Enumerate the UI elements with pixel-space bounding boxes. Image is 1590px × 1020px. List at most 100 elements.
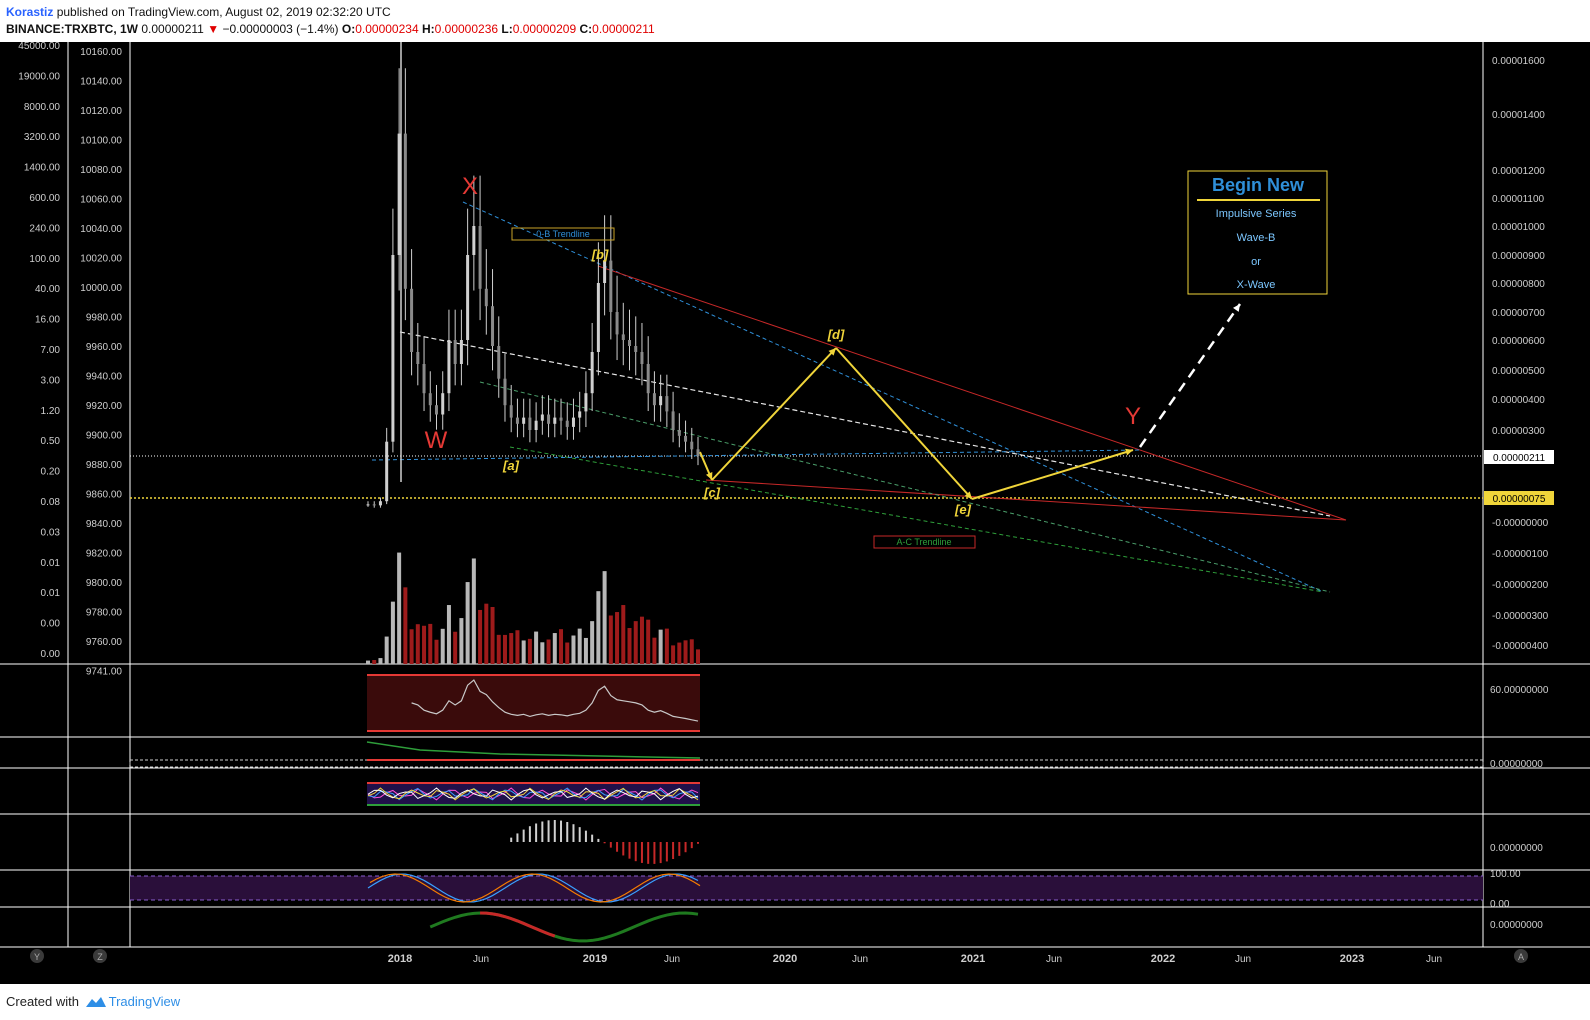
right-axis-tick-16: -0.00000200 bbox=[1492, 580, 1549, 591]
volume-bar-39 bbox=[608, 615, 613, 664]
candle-body-33 bbox=[571, 417, 575, 427]
subwave-a-label: [a] bbox=[502, 458, 520, 473]
multi-line-2 bbox=[367, 787, 699, 801]
multi-band bbox=[367, 782, 700, 806]
candle-body-29 bbox=[547, 414, 551, 424]
candle-body-35 bbox=[584, 393, 588, 412]
stoch-lower-label: 0.00 bbox=[1490, 899, 1510, 910]
published-text: published on TradingView.com, August 02,… bbox=[56, 5, 391, 19]
wave-arrowhead-2 bbox=[964, 491, 972, 499]
subwave-d-label: [d] bbox=[827, 327, 845, 342]
candle-body-15 bbox=[459, 340, 463, 364]
wave-osc-green bbox=[429, 911, 699, 943]
right-axis-tick-7: 0.00000700 bbox=[1492, 308, 1545, 319]
lower-zero-label: 0.00000000 bbox=[1490, 920, 1543, 931]
candle-body-46 bbox=[652, 393, 656, 406]
multi-line-3 bbox=[367, 787, 699, 801]
panel-separators bbox=[0, 42, 1590, 948]
volume-bar-48 bbox=[664, 628, 669, 664]
left-axis-tick-19: 9780.00 bbox=[86, 608, 123, 619]
candle-body-51 bbox=[684, 435, 688, 442]
volume-bar-15 bbox=[459, 618, 464, 664]
candle-body-20 bbox=[491, 306, 495, 346]
volume-bar-10 bbox=[428, 623, 433, 664]
close-label: C: bbox=[579, 22, 593, 36]
volume-bar-21 bbox=[496, 634, 501, 664]
volume-bar-28 bbox=[540, 642, 545, 664]
open-value: 0.00000234 bbox=[355, 22, 419, 36]
left-axis-tick-4: 10080.00 bbox=[80, 165, 122, 176]
candle-body-34 bbox=[578, 411, 582, 418]
left-axis-tick-11: 9940.00 bbox=[86, 372, 123, 383]
wave-path-segment-3 bbox=[971, 449, 1134, 500]
volume-bar-43 bbox=[633, 621, 638, 664]
publish-line: Korastiz published on TradingView.com, A… bbox=[6, 5, 391, 19]
left-axis-tick-15: 9860.00 bbox=[86, 490, 123, 501]
high-label: H: bbox=[421, 22, 435, 36]
volume-bar-25 bbox=[521, 640, 526, 664]
tradingview-link[interactable]: TradingView bbox=[108, 994, 181, 1009]
candle-body-14 bbox=[453, 340, 457, 364]
trendlines[interactable] bbox=[130, 201, 1483, 593]
price-chart[interactable]: 0.00001600 0.00001400 0.00001200 0.00001100… bbox=[0, 42, 1590, 984]
far-left-axis-tick-5: 600.00 bbox=[29, 193, 60, 204]
candle-body-37 bbox=[596, 283, 600, 352]
ac-trendline-box bbox=[873, 535, 976, 549]
yellow-level-tag bbox=[1484, 491, 1554, 505]
left-axis-tick-9: 9980.00 bbox=[86, 313, 123, 324]
candle-body-44 bbox=[640, 352, 644, 364]
left-axis-tick-20: 9760.00 bbox=[86, 637, 123, 648]
volume-bar-47 bbox=[658, 629, 663, 664]
candle-body-42 bbox=[628, 340, 632, 346]
candle-body-30 bbox=[553, 417, 557, 424]
info-box-title: Begin New bbox=[1212, 175, 1305, 195]
far-left-axis-tick-20: 0.00 bbox=[41, 649, 61, 660]
candle-body-39 bbox=[609, 260, 613, 312]
y-scale-icon: Y bbox=[34, 952, 40, 962]
far-left-axis-tick-11: 3.00 bbox=[41, 375, 61, 386]
osc-zero-band bbox=[129, 759, 1484, 768]
info-box bbox=[1187, 170, 1328, 295]
info-box-line-4: X-Wave bbox=[1237, 279, 1276, 291]
far-left-axis-tick-2: 8000.00 bbox=[24, 102, 61, 113]
x-axis-tick-1: Jun bbox=[473, 954, 489, 965]
stoch-band bbox=[130, 876, 1483, 900]
created-with-text: Created with bbox=[6, 994, 79, 1009]
osc-green-line bbox=[366, 741, 701, 759]
x-axis-tick-8: 2022 bbox=[1151, 953, 1175, 965]
auto-scale-button[interactable] bbox=[1514, 949, 1528, 963]
volume-bar-40 bbox=[615, 612, 620, 664]
volume-bar-0 bbox=[366, 660, 370, 664]
far-left-axis-tick-6: 240.00 bbox=[29, 223, 60, 234]
stoch-line-0 bbox=[367, 873, 699, 903]
y-scale-button[interactable] bbox=[30, 949, 44, 963]
far-left-axis-tick-19: 0.00 bbox=[41, 619, 61, 630]
far-left-axis-tick-9: 16.00 bbox=[35, 315, 60, 326]
left-axis-tick-14: 9880.00 bbox=[86, 460, 123, 471]
candle-body-17 bbox=[472, 226, 476, 255]
rsi-line bbox=[411, 679, 699, 722]
yellow-level-text: 0.00000075 bbox=[1493, 494, 1546, 505]
volume-bar-35 bbox=[583, 637, 588, 664]
x-axis-tick-6: 2021 bbox=[961, 953, 985, 965]
stoch-upper-label: 100.00 bbox=[1490, 869, 1521, 880]
zoom-icon: Z bbox=[97, 952, 103, 962]
zoom-button[interactable] bbox=[93, 949, 107, 963]
author-link[interactable]: Korastiz bbox=[6, 5, 54, 19]
high-value: 0.00000236 bbox=[434, 22, 499, 36]
candle-body-19 bbox=[484, 288, 488, 307]
blue-horizontal-trendline bbox=[371, 449, 1141, 461]
volume-bar-23 bbox=[509, 633, 514, 664]
left-axis-tick-10: 9960.00 bbox=[86, 342, 123, 353]
far-left-axis-tick-17: 0.01 bbox=[41, 558, 61, 569]
right-axis-tick-3: 0.00001100 bbox=[1492, 194, 1545, 205]
candle-body-52 bbox=[690, 441, 694, 450]
low-value: 0.00000209 bbox=[512, 22, 577, 36]
volume-bar-44 bbox=[639, 616, 644, 664]
symbol-label: BINANCE:TRXBTC, 1W bbox=[6, 22, 138, 36]
volume-bar-26 bbox=[527, 638, 532, 664]
candle-body-24 bbox=[515, 417, 519, 424]
volume-bar-38 bbox=[602, 571, 607, 664]
candle-body-32 bbox=[565, 420, 569, 427]
volume-bar-11 bbox=[434, 639, 439, 664]
